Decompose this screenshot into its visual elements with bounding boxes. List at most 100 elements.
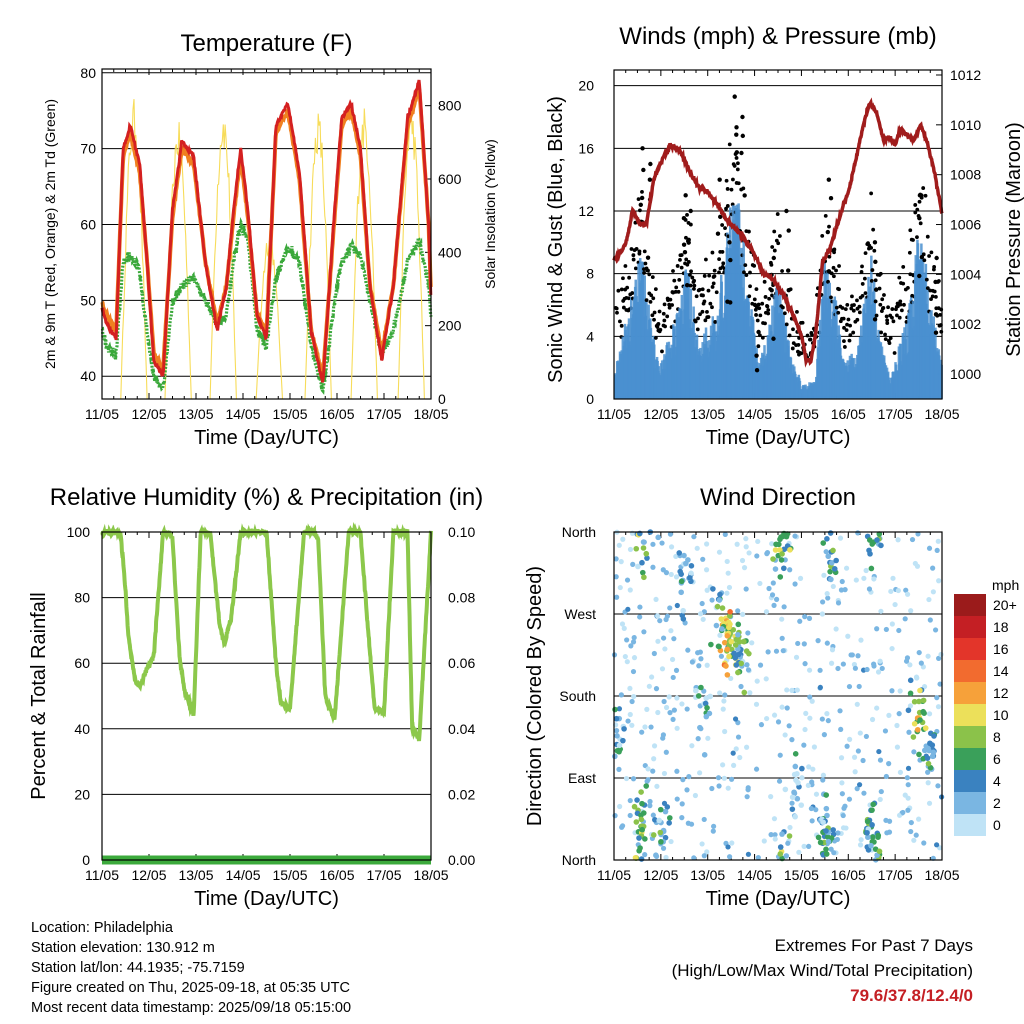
y-axis-label: Direction (Colored By Speed) bbox=[524, 566, 546, 826]
gust-point bbox=[638, 208, 642, 213]
gust-point bbox=[848, 323, 852, 328]
direction-point bbox=[616, 766, 622, 772]
direction-point bbox=[852, 665, 859, 671]
direction-point bbox=[735, 669, 741, 676]
gust-point bbox=[917, 193, 923, 198]
gust-point bbox=[901, 281, 906, 286]
direction-point bbox=[820, 819, 826, 826]
direction-point bbox=[689, 659, 696, 665]
gust-point bbox=[873, 278, 878, 283]
direction-point bbox=[770, 580, 776, 586]
gust-point bbox=[791, 327, 795, 332]
gust-point bbox=[902, 302, 906, 307]
direction-point bbox=[721, 639, 728, 646]
gust-point bbox=[676, 289, 681, 294]
gust-point bbox=[831, 265, 836, 270]
gust-point bbox=[881, 305, 886, 310]
gust-point bbox=[710, 305, 714, 310]
direction-point bbox=[774, 596, 780, 602]
gust-point bbox=[931, 267, 936, 272]
direction-point bbox=[789, 687, 795, 693]
direction-point bbox=[867, 551, 873, 557]
gust-point bbox=[934, 255, 939, 261]
gust-point bbox=[693, 319, 698, 324]
direction-point bbox=[640, 545, 647, 551]
direction-point bbox=[911, 837, 917, 843]
gust-point bbox=[913, 210, 918, 215]
direction-point bbox=[779, 831, 785, 837]
direction-point bbox=[623, 775, 630, 782]
direction-point bbox=[704, 587, 710, 593]
direction-point bbox=[835, 600, 842, 606]
gust-point bbox=[757, 306, 762, 311]
pressure-line bbox=[612, 97, 944, 368]
direction-point bbox=[655, 534, 661, 541]
direction-point bbox=[755, 538, 761, 545]
direction-point bbox=[797, 618, 803, 624]
gust-point bbox=[717, 270, 721, 275]
direction-point bbox=[770, 556, 776, 562]
direction-point bbox=[829, 560, 835, 566]
y2-tick-label: 0 bbox=[438, 391, 446, 407]
direction-point bbox=[679, 815, 685, 821]
gust-point bbox=[621, 305, 626, 310]
direction-point bbox=[693, 687, 699, 694]
direction-point bbox=[837, 708, 843, 714]
panel-title: Wind Direction bbox=[700, 484, 856, 511]
direction-point bbox=[913, 832, 919, 838]
direction-point bbox=[643, 550, 650, 557]
gust-point bbox=[679, 253, 684, 257]
direction-point bbox=[664, 613, 670, 619]
direction-point bbox=[743, 544, 749, 550]
direction-point bbox=[653, 852, 659, 859]
direction-point bbox=[801, 641, 807, 647]
direction-point bbox=[658, 839, 664, 845]
gust-point bbox=[641, 167, 646, 173]
direction-point bbox=[689, 743, 695, 749]
direction-point bbox=[729, 776, 735, 782]
gust-point bbox=[682, 249, 688, 255]
gust-point bbox=[823, 213, 828, 218]
direction-point bbox=[684, 787, 690, 793]
direction-point bbox=[727, 621, 733, 627]
y-axis-label: Percent & Total Rainfall bbox=[28, 592, 50, 800]
x-tick-label: 13/05 bbox=[178, 406, 213, 422]
direction-point bbox=[843, 565, 850, 571]
direction-point bbox=[768, 832, 774, 838]
gust-point bbox=[681, 242, 687, 247]
direction-point bbox=[932, 627, 939, 633]
colorbar-swatch bbox=[954, 748, 986, 770]
latlon-text: Station lat/lon: 44.1935; -75.7159 bbox=[31, 960, 245, 976]
direction-point bbox=[776, 778, 783, 784]
direction-point bbox=[726, 653, 732, 660]
direction-point bbox=[711, 823, 717, 829]
direction-point bbox=[769, 592, 776, 598]
gust-point bbox=[777, 234, 782, 238]
direction-point bbox=[878, 788, 884, 795]
direction-point bbox=[671, 707, 677, 713]
gust-point bbox=[834, 268, 838, 273]
direction-point bbox=[890, 575, 896, 581]
gust-point bbox=[748, 270, 752, 275]
gust-point bbox=[714, 290, 719, 295]
y2-axis-label: Station Pressure (Maroon) bbox=[1003, 122, 1024, 357]
direction-point bbox=[813, 791, 820, 797]
direction-point bbox=[754, 553, 760, 559]
direction-point bbox=[855, 653, 861, 659]
direction-point bbox=[824, 711, 830, 717]
direction-point bbox=[830, 583, 836, 590]
gust-point bbox=[648, 299, 653, 304]
direction-point bbox=[669, 656, 676, 663]
gust-point bbox=[688, 272, 692, 277]
direction-point bbox=[647, 798, 653, 805]
direction-point bbox=[864, 829, 870, 836]
direction-point bbox=[698, 684, 704, 691]
direction-point bbox=[913, 674, 920, 680]
direction-point bbox=[703, 567, 710, 573]
direction-point bbox=[636, 835, 642, 841]
direction-point bbox=[716, 597, 723, 603]
direction-point bbox=[828, 660, 835, 666]
gust-point bbox=[718, 214, 723, 220]
gust-point bbox=[832, 247, 837, 252]
direction-point bbox=[905, 765, 912, 771]
